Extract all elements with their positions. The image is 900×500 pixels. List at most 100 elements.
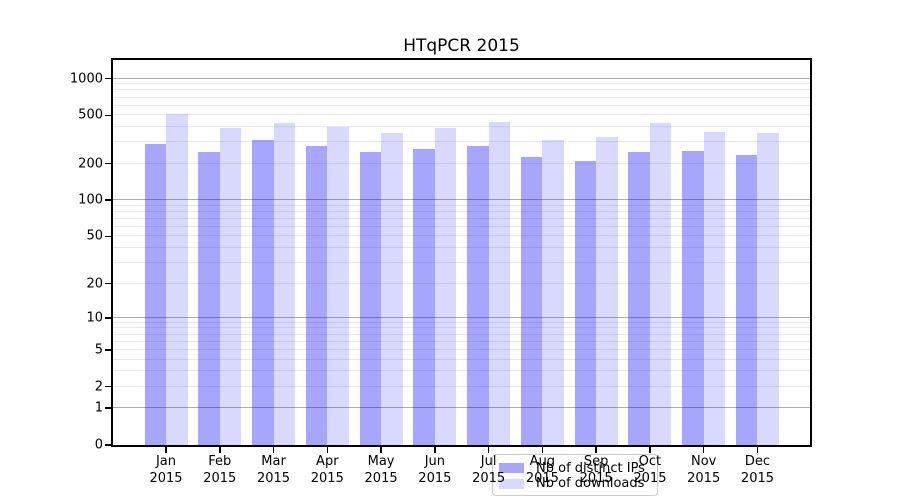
y-axis-tick-label: 500 [78, 107, 103, 123]
gridline-major [113, 407, 810, 409]
y-axis-tick-label: 1000 [69, 71, 103, 87]
x-tick-mark [326, 447, 329, 453]
gridline-minor [113, 217, 810, 219]
y-tick-mark [105, 407, 111, 409]
plot-area: Nb of distinct IPs Nb of downloads [111, 58, 812, 496]
gridline-minor [113, 333, 810, 335]
bar-downloads [703, 132, 726, 445]
gridline-minor [113, 385, 810, 387]
bar-distinct-ips [628, 151, 650, 445]
y-axis-tick-label: 100 [78, 192, 103, 208]
gridline-minor [113, 225, 810, 227]
x-tick-mark [487, 447, 490, 453]
gridline-minor [113, 141, 810, 143]
gridline-minor [113, 340, 810, 342]
bar-distinct-ips [359, 152, 382, 445]
bar-distinct-ips [574, 160, 597, 445]
bar-distinct-ips [144, 144, 166, 445]
gridline-minor [113, 321, 810, 323]
bar-downloads [649, 122, 672, 445]
x-tick-mark [649, 447, 651, 453]
y-tick-mark [105, 385, 111, 388]
y-tick-mark [105, 444, 111, 446]
gridline-major [113, 199, 810, 201]
gridline-minor [113, 261, 810, 263]
bar-distinct-ips [198, 151, 220, 445]
y-tick-mark [105, 114, 111, 117]
x-axis-tick-label: Dec 2015 [740, 454, 775, 486]
gridline-minor [113, 235, 810, 237]
bar-downloads [166, 114, 188, 445]
x-axis-tick-label: May 2015 [364, 454, 398, 486]
gridline-minor [113, 282, 810, 284]
gridline-minor [113, 89, 810, 91]
bar-downloads [596, 137, 618, 445]
gridline-minor [113, 348, 810, 350]
gridline-minor [113, 104, 810, 106]
y-tick-mark [105, 77, 111, 80]
legend-label: Nb of downloads [536, 476, 645, 491]
y-tick-mark [105, 282, 111, 285]
x-tick-mark [756, 447, 759, 453]
x-axis-tick-label: Jun 2015 [418, 454, 452, 486]
x-tick-mark [434, 447, 436, 453]
gridline-minor [113, 210, 810, 212]
y-tick-mark [105, 199, 111, 201]
bar-downloads [488, 122, 511, 445]
bar-distinct-ips [520, 156, 543, 445]
bar-distinct-ips [682, 150, 704, 445]
gridline-minor [113, 204, 810, 206]
legend-item: Nb of distinct IPs [499, 461, 651, 476]
x-tick-mark [165, 447, 167, 453]
y-tick-mark [105, 349, 111, 351]
bar-distinct-ips [467, 146, 489, 445]
x-tick-mark [219, 447, 221, 453]
x-axis-tick-label: Jan 2015 [149, 454, 183, 486]
gridline-minor [113, 247, 810, 249]
gridline-major [113, 77, 810, 79]
legend: Nb of distinct IPs Nb of downloads [492, 454, 658, 496]
legend-swatch [499, 478, 524, 489]
chart-title: HTqPCR 2015 [403, 36, 520, 56]
legend-label: Nb of distinct IPs [536, 460, 645, 476]
x-tick-mark [595, 447, 597, 453]
x-axis-tick-label: Nov 2015 [687, 454, 721, 486]
bar-downloads [542, 140, 564, 445]
gridline-minor [113, 162, 810, 164]
y-axis-tick-label: 10 [86, 310, 103, 326]
legend-item: Nb of downloads [499, 476, 651, 491]
gridline-minor [113, 96, 810, 98]
bar-distinct-ips [252, 139, 274, 445]
gridline-minor [113, 126, 810, 128]
y-axis-tick-label: 1 [94, 400, 103, 416]
x-tick-mark [702, 447, 705, 453]
x-axis-tick-label: Sep 2015 [579, 454, 613, 486]
y-axis-tick-label: 0 [94, 437, 103, 453]
gridline-minor [113, 370, 810, 372]
bar-downloads [757, 132, 779, 445]
x-axis-tick-label: Mar 2015 [256, 454, 291, 486]
y-tick-mark [105, 317, 111, 319]
x-axis-tick-label: Apr 2015 [310, 454, 344, 486]
bar-downloads [381, 133, 403, 445]
x-tick-mark [541, 447, 544, 453]
x-tick-mark [272, 447, 275, 453]
y-axis-tick-label: 5 [94, 342, 103, 358]
gridline-minor [113, 358, 810, 360]
x-axis-tick-label: Oct 2015 [633, 454, 667, 486]
x-axis-tick-label: Aug 2015 [525, 454, 559, 486]
bar-downloads [273, 122, 296, 445]
x-axis-tick-label: Jul 2015 [472, 454, 506, 486]
gridline-minor [113, 327, 810, 329]
y-axis-tick-label: 2 [94, 379, 103, 395]
legend-swatch [499, 463, 524, 473]
bar-downloads [434, 127, 457, 445]
gridline-minor [113, 83, 810, 85]
x-tick-mark [380, 447, 382, 453]
bar-downloads [327, 127, 349, 445]
plot-inner [113, 60, 810, 445]
y-axis-tick-label: 50 [86, 228, 103, 244]
bar-distinct-ips [413, 148, 435, 445]
bar-downloads [219, 128, 242, 445]
